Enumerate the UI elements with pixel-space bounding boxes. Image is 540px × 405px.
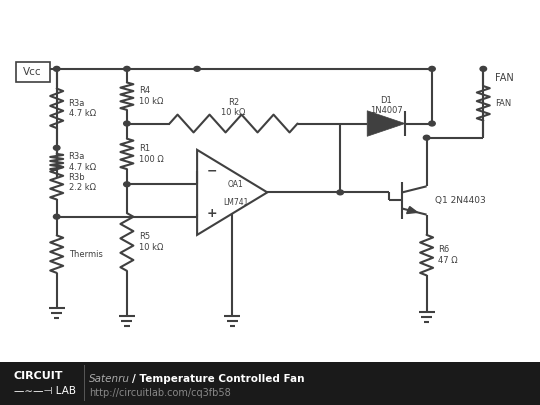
Text: LM741: LM741	[223, 198, 248, 207]
Text: Satenru: Satenru	[89, 374, 130, 384]
Text: R4
10 kΩ: R4 10 kΩ	[139, 87, 163, 106]
Text: R2
10 kΩ: R2 10 kΩ	[221, 98, 246, 117]
Text: R3a
4.7 kΩ: R3a 4.7 kΩ	[69, 99, 96, 118]
Text: −: −	[207, 164, 217, 178]
Circle shape	[423, 135, 430, 140]
Text: Thermis: Thermis	[69, 249, 103, 259]
Circle shape	[124, 66, 130, 71]
Circle shape	[53, 145, 60, 150]
Text: http://circuitlab.com/cq3fb58: http://circuitlab.com/cq3fb58	[89, 388, 231, 398]
Bar	[0, 362, 540, 405]
Circle shape	[480, 66, 487, 71]
Text: R3a
4.7 kΩ: R3a 4.7 kΩ	[69, 152, 96, 172]
Text: FAN: FAN	[495, 73, 514, 83]
Polygon shape	[367, 111, 405, 136]
Text: R6
47 Ω: R6 47 Ω	[438, 245, 458, 265]
Text: FAN: FAN	[495, 99, 511, 108]
Circle shape	[429, 66, 435, 71]
Circle shape	[53, 214, 60, 219]
Circle shape	[337, 190, 343, 195]
Polygon shape	[407, 207, 417, 213]
Circle shape	[53, 66, 60, 71]
Text: R3b
2.2 kΩ: R3b 2.2 kΩ	[69, 173, 96, 192]
FancyBboxPatch shape	[16, 62, 50, 82]
Circle shape	[194, 66, 200, 71]
Text: Q1 2N4403: Q1 2N4403	[435, 196, 485, 205]
Text: / Temperature Controlled Fan: / Temperature Controlled Fan	[132, 374, 305, 384]
Circle shape	[124, 182, 130, 187]
Text: R5
10 kΩ: R5 10 kΩ	[139, 232, 163, 252]
Text: OA1: OA1	[228, 180, 244, 189]
Text: —∼—⊣ LAB: —∼—⊣ LAB	[14, 386, 76, 396]
Text: D1
1N4007: D1 1N4007	[370, 96, 402, 115]
Text: +: +	[207, 207, 218, 220]
Text: Vcc: Vcc	[23, 67, 42, 77]
Text: CIRCUIT: CIRCUIT	[14, 371, 63, 381]
Text: R1
100 Ω: R1 100 Ω	[139, 144, 164, 164]
Circle shape	[429, 121, 435, 126]
Bar	[84, 364, 85, 401]
Circle shape	[124, 121, 130, 126]
